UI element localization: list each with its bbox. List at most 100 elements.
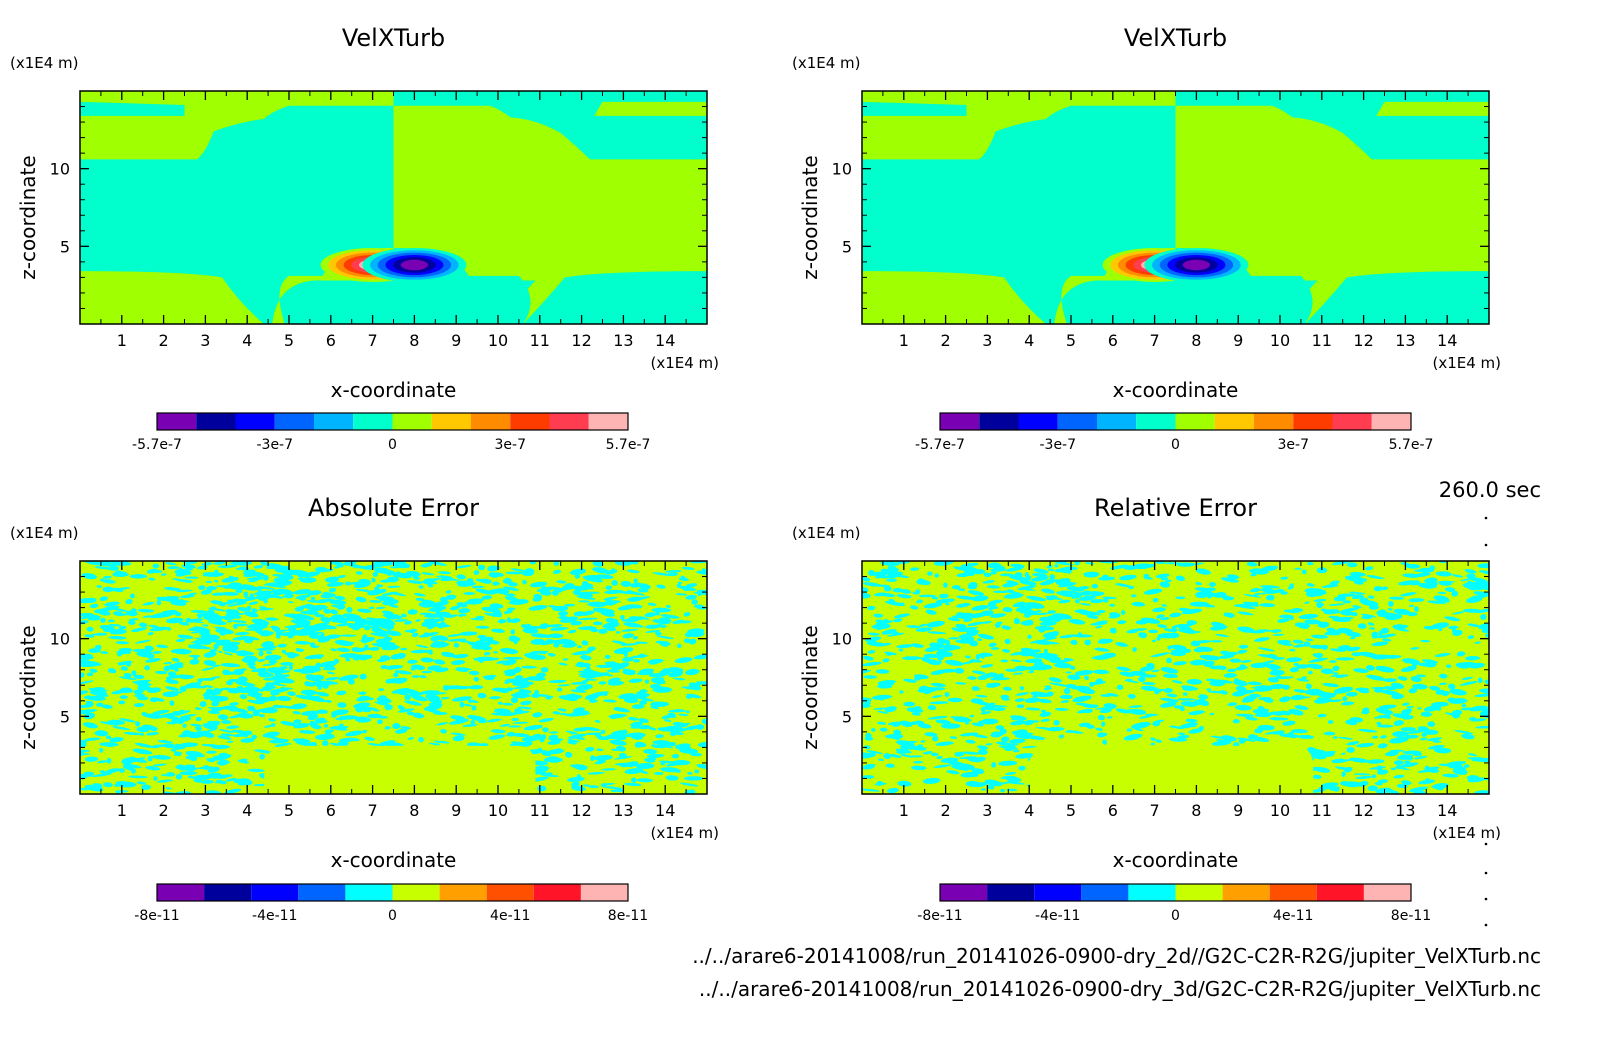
colorbar-swatch <box>353 413 393 430</box>
x-tick-label: 5 <box>1066 331 1076 350</box>
x-tick-label: 5 <box>284 801 294 820</box>
colorbar: -8e-11 -4e-11 0 4e-11 8e-11 <box>134 883 648 924</box>
x-tick-label: 10 <box>1270 331 1290 350</box>
colorbar-swatch <box>510 413 550 430</box>
x-tick-label: 3 <box>982 331 992 350</box>
x-tick-label: 9 <box>1233 331 1243 350</box>
x-tick-label: 7 <box>368 801 378 820</box>
y-tick-label: 5 <box>60 237 70 256</box>
chart-title: VelXTurb <box>342 24 445 52</box>
x-tick-label: 2 <box>159 331 169 350</box>
colorbar-tick-label: -8e-11 <box>917 908 962 924</box>
colorbar-swatch <box>392 884 440 901</box>
y-unit-label: (x1E4 m) <box>792 54 861 72</box>
x-tick-label: 1 <box>899 331 909 350</box>
colorbar: -5.7e-7 -3e-7 0 3e-7 5.7e-7 <box>132 412 651 453</box>
x-tick-label: 12 <box>1353 331 1373 350</box>
contour-field <box>862 91 1489 324</box>
x-tick-label: 10 <box>488 331 508 350</box>
margin-dot <box>1484 871 1488 875</box>
colorbar-swatch <box>1018 413 1058 430</box>
colorbar-swatch <box>1214 413 1254 430</box>
colorbar-swatch <box>157 884 205 901</box>
colorbar-swatch <box>1332 413 1372 430</box>
colorbar-swatch <box>157 413 197 430</box>
colorbar-swatch <box>314 413 354 430</box>
colorbar-swatch <box>588 413 628 430</box>
x-tick-label: 7 <box>1150 331 1160 350</box>
x-tick-label: 12 <box>571 331 591 350</box>
colorbar: -5.7e-7 -3e-7 0 3e-7 5.7e-7 <box>915 412 1434 453</box>
x-tick-label: 2 <box>941 331 951 350</box>
colorbar-tick-label: -5.7e-7 <box>132 437 182 453</box>
contour-field <box>862 561 1489 794</box>
colorbar-swatch <box>940 884 988 901</box>
colorbar-tick-label: 5.7e-7 <box>606 437 651 453</box>
x-tick-label: 2 <box>159 801 169 820</box>
colorbar-tick-label: 0 <box>1171 908 1180 924</box>
colorbar-swatch <box>1057 413 1097 430</box>
x-tick-label: 11 <box>530 331 550 350</box>
x-tick-label: 4 <box>1024 801 1034 820</box>
x-tick-label: 3 <box>982 801 992 820</box>
colorbar-swatch <box>471 413 511 430</box>
x-tick-label: 1 <box>117 331 127 350</box>
x-tick-label: 11 <box>1312 801 1332 820</box>
colorbar-tick-label: -3e-7 <box>1039 437 1076 453</box>
x-tick-label: 3 <box>200 801 210 820</box>
x-unit-label: (x1E4 m) <box>1432 824 1501 842</box>
colorbar-frame <box>939 412 1412 431</box>
colorbar-tick-label: 8e-11 <box>1391 908 1431 924</box>
x-axis-label: x-coordinate <box>1113 848 1239 872</box>
colorbar-swatch <box>1128 884 1176 901</box>
x-tick-label: 4 <box>242 801 252 820</box>
colorbar-tick-label: 5.7e-7 <box>1389 437 1434 453</box>
y-axis-label: z-coordinate <box>16 155 40 279</box>
colorbar-swatch <box>1034 884 1082 901</box>
colorbar-swatch <box>1371 413 1411 430</box>
colorbar-swatch <box>1254 413 1294 430</box>
colorbar-swatch <box>196 413 236 430</box>
x-tick-label: 13 <box>613 331 633 350</box>
colorbar-swatch <box>1136 413 1176 430</box>
x-tick-label: 13 <box>1395 331 1415 350</box>
x-tick-label: 11 <box>530 801 550 820</box>
colorbar-tick-label: 4e-11 <box>490 908 530 924</box>
x-tick-label: 7 <box>1150 801 1160 820</box>
colorbar-swatch <box>1081 884 1129 901</box>
y-tick-label: 5 <box>842 707 852 726</box>
x-tick-label: 5 <box>1066 801 1076 820</box>
colorbar-swatch <box>1175 413 1215 430</box>
colorbar-swatch <box>439 884 487 901</box>
x-unit-label: (x1E4 m) <box>1432 354 1501 372</box>
colorbar-swatch <box>1269 884 1317 901</box>
colorbar-swatch <box>392 413 432 430</box>
x-tick-label: 14 <box>1437 331 1457 350</box>
x-tick-label: 9 <box>451 801 461 820</box>
colorbar-swatch <box>1175 884 1223 901</box>
colorbar-swatch <box>251 884 299 901</box>
x-tick-label: 2 <box>941 801 951 820</box>
chart-title: Absolute Error <box>308 494 479 522</box>
colorbar-tick-label: 0 <box>388 437 397 453</box>
x-tick-label: 14 <box>655 331 675 350</box>
x-tick-label: 14 <box>1437 801 1457 820</box>
x-tick-label: 11 <box>1312 331 1332 350</box>
y-tick-label: 10 <box>832 160 852 179</box>
x-tick-label: 4 <box>242 331 252 350</box>
x-tick-label: 1 <box>899 801 909 820</box>
y-axis-label: z-coordinate <box>798 155 822 279</box>
colorbar-swatch <box>533 884 581 901</box>
x-tick-label: 4 <box>1024 331 1034 350</box>
x-axis-label: x-coordinate <box>331 848 457 872</box>
x-tick-label: 1 <box>117 801 127 820</box>
file-path-3d: ../../arare6-20141008/run_20141026-0900-… <box>698 977 1541 1001</box>
colorbar-swatch <box>987 884 1035 901</box>
margin-dot <box>1484 516 1488 520</box>
colorbar-swatch <box>235 413 275 430</box>
colorbar-swatch <box>979 413 1019 430</box>
